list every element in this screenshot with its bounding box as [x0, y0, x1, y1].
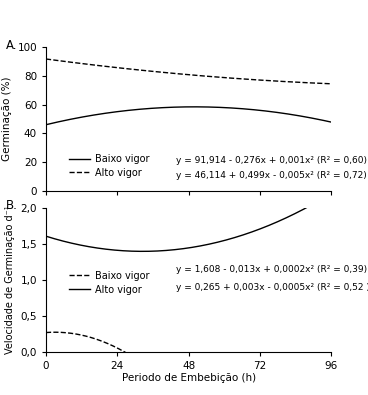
Legend: Baixo vigor, Alto vigor: Baixo vigor, Alto vigor [65, 150, 154, 182]
Text: y = 0,265 + 0,003x - 0,0005x² (R² = 0,52 ): y = 0,265 + 0,003x - 0,0005x² (R² = 0,52… [176, 283, 368, 292]
Y-axis label: Velocidade de Germinação d⁻¹: Velocidade de Germinação d⁻¹ [5, 205, 15, 354]
X-axis label: Periodo de Embebição (h): Periodo de Embebição (h) [121, 373, 256, 384]
Text: B.: B. [6, 199, 18, 213]
Text: y = 46,114 + 0,499x - 0,005x² (R² = 0,72): y = 46,114 + 0,499x - 0,005x² (R² = 0,72… [176, 171, 367, 181]
Legend: Baixo vigor, Alto vigor: Baixo vigor, Alto vigor [65, 267, 154, 299]
Y-axis label: Germinação (%): Germinação (%) [2, 77, 12, 162]
Text: y = 91,914 - 0,276x + 0,001x² (R² = 0,60): y = 91,914 - 0,276x + 0,001x² (R² = 0,60… [176, 156, 367, 165]
Text: A.: A. [6, 39, 18, 52]
Text: y = 1,608 - 0,013x + 0,0002x² (R² = 0,39): y = 1,608 - 0,013x + 0,0002x² (R² = 0,39… [176, 265, 367, 275]
